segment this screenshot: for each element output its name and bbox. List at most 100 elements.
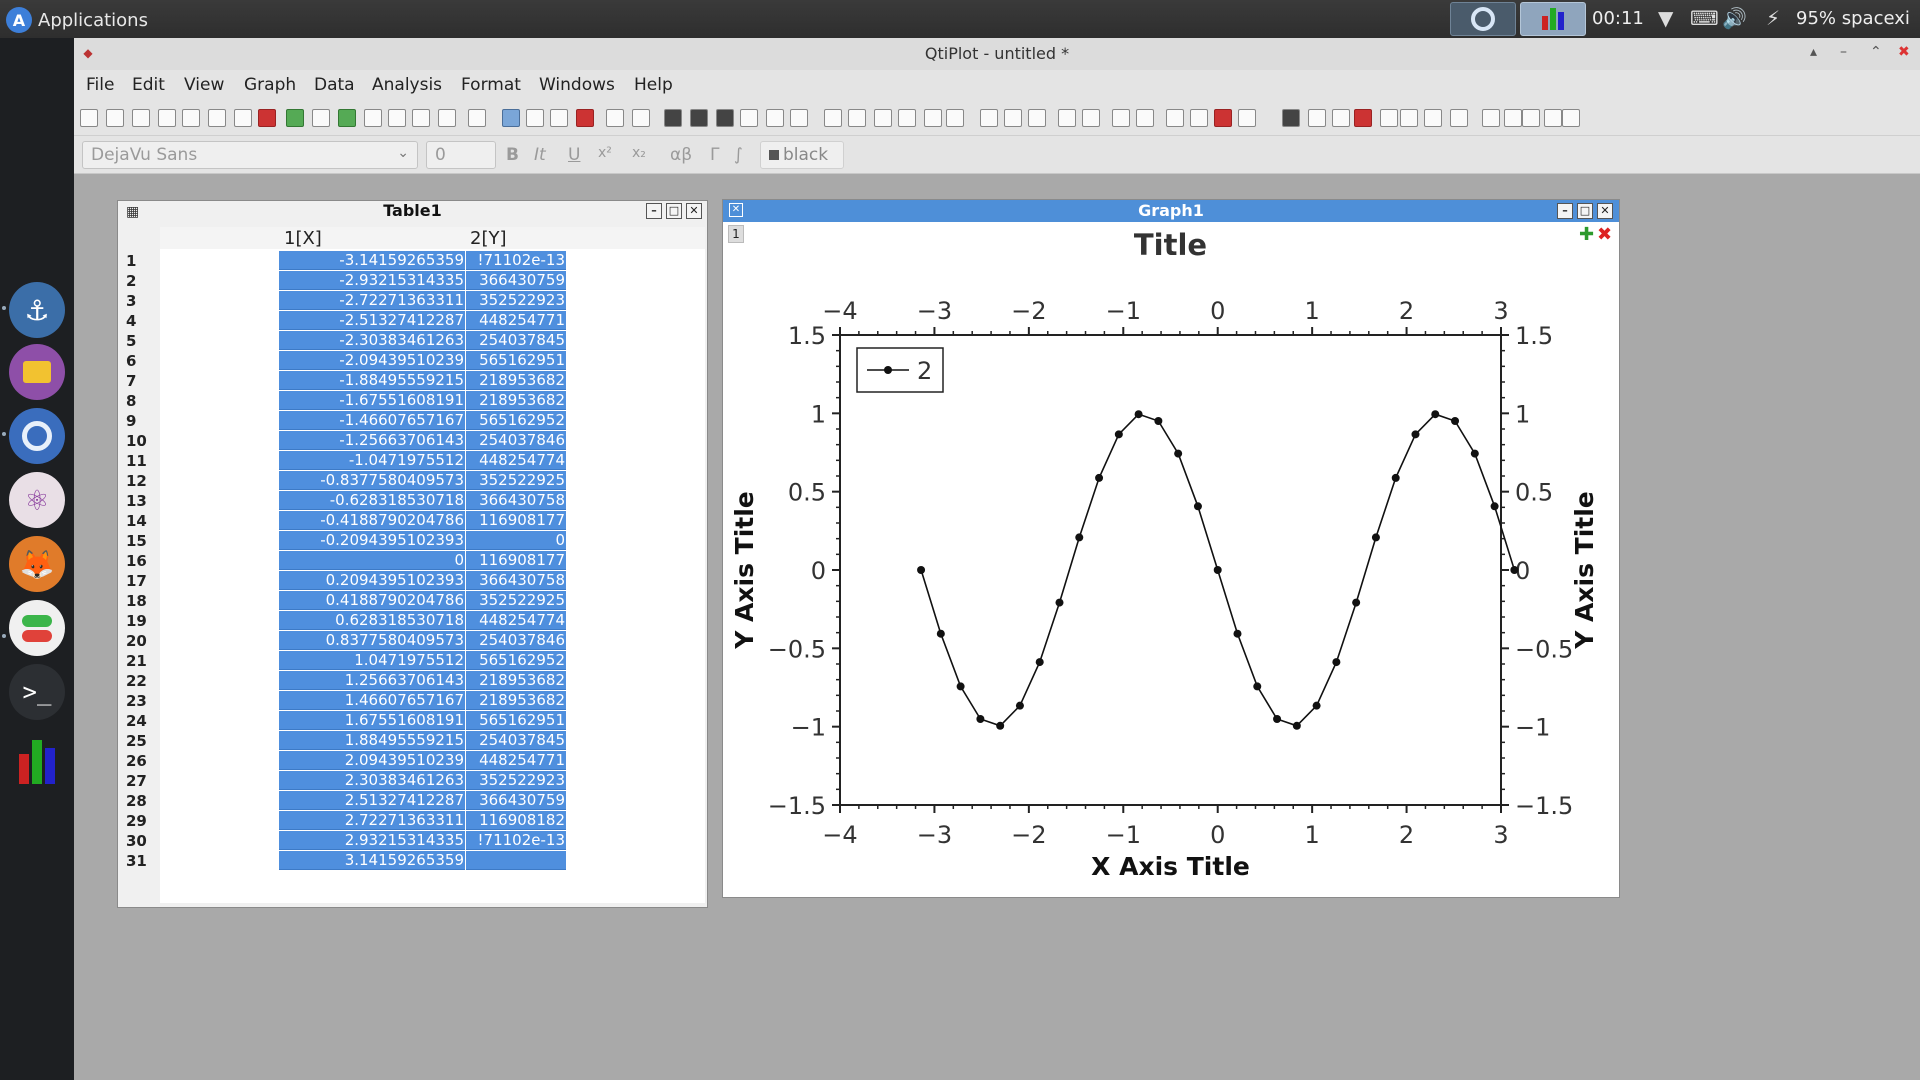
data-point[interactable] (1154, 416, 1163, 425)
table-cell-x[interactable]: 1.46607657167 (279, 691, 465, 710)
layer-1-button[interactable]: 1 (728, 225, 744, 243)
table-cell-y[interactable]: 366430759 (466, 791, 566, 810)
table-cell-x[interactable]: -2.93215314335 (279, 271, 465, 290)
zoom-in-data-icon[interactable] (848, 109, 866, 127)
dock-browser[interactable] (9, 408, 65, 464)
new-pdf-icon[interactable] (258, 109, 276, 127)
table-cell-y[interactable]: 116908182 (466, 811, 566, 830)
new-3d-plot-icon[interactable] (234, 109, 252, 127)
menu-analysis[interactable]: Analysis (372, 75, 443, 95)
table-cell-x[interactable]: -3.14159265359 (279, 251, 465, 270)
table-cell-y[interactable]: 218953682 (466, 371, 566, 390)
data-point[interactable] (1015, 701, 1024, 710)
graph-close-button[interactable]: ✕ (1597, 203, 1613, 219)
row-number[interactable]: 18 (126, 592, 147, 610)
scale-icon[interactable] (1082, 109, 1100, 127)
row-number[interactable]: 26 (126, 752, 147, 770)
show-info-icon[interactable] (1166, 109, 1184, 127)
import-image-icon[interactable] (388, 109, 406, 127)
new-matrix-icon[interactable] (132, 109, 150, 127)
data-point[interactable] (1035, 658, 1044, 667)
table-cell-y[interactable]: 352522925 (466, 591, 566, 610)
row-number[interactable]: 11 (126, 452, 147, 470)
row-number[interactable]: 6 (126, 352, 137, 370)
table-cell-x[interactable]: 0 (279, 551, 465, 570)
table-cell-x[interactable]: -1.0471975512 (279, 451, 465, 470)
show-results-log-icon[interactable] (502, 109, 520, 127)
table-cell-x[interactable]: 0.628318530718 (279, 611, 465, 630)
save-project-icon[interactable] (412, 109, 430, 127)
arrange-layers-icon[interactable] (1004, 109, 1022, 127)
data-range-icon[interactable] (1238, 109, 1256, 127)
volume-icon[interactable]: 🔊 (1722, 6, 1747, 30)
append-project-icon[interactable] (338, 109, 356, 127)
table-cell-x[interactable]: 1.88495559215 (279, 731, 465, 750)
new-note-icon[interactable] (158, 109, 176, 127)
row-number[interactable]: 20 (126, 632, 147, 650)
data-point[interactable] (1332, 658, 1341, 667)
table-cell-x[interactable]: -2.72271363311 (279, 291, 465, 310)
export-pdf-icon[interactable] (576, 109, 594, 127)
crosshair-icon[interactable] (1354, 109, 1372, 127)
row-number[interactable]: 9 (126, 412, 137, 430)
table-cell-y[interactable]: 0 (466, 531, 566, 550)
data-point[interactable] (1352, 598, 1361, 607)
arrow-tool-icon[interactable] (1504, 109, 1522, 127)
table-cell-x[interactable]: 1.67551608191 (279, 711, 465, 730)
row-number[interactable]: 23 (126, 692, 147, 710)
table-cell-y[interactable]: 352522925 (466, 471, 566, 490)
table-cell-y[interactable]: 448254774 (466, 451, 566, 470)
row-number[interactable]: 27 (126, 772, 147, 790)
data-point[interactable] (1312, 701, 1321, 710)
import-ascii-icon[interactable] (364, 109, 382, 127)
paste-icon[interactable] (766, 109, 784, 127)
data-point[interactable] (1510, 566, 1519, 574)
data-point[interactable] (996, 721, 1005, 730)
dock-atom[interactable]: ⚛ (9, 472, 65, 528)
table-cell-x[interactable]: -2.30383461263 (279, 331, 465, 350)
menu-file[interactable]: File (86, 75, 115, 95)
table-cell-y[interactable]: 448254771 (466, 751, 566, 770)
pointer-icon[interactable] (1282, 109, 1300, 127)
table-minimize-button[interactable]: – (646, 203, 662, 219)
data-point[interactable] (1411, 430, 1420, 439)
table-cell-x[interactable]: -1.46607657167 (279, 411, 465, 430)
print-preview-icon[interactable] (550, 109, 568, 127)
rescale-icon[interactable] (1058, 109, 1076, 127)
column-header-y[interactable]: 2[Y] (470, 228, 507, 249)
taskbar-browser-button[interactable] (1450, 2, 1516, 36)
dock-terminal[interactable]: >_ (9, 664, 65, 720)
table-cell-y[interactable]: 218953682 (466, 391, 566, 410)
row-number[interactable]: 29 (126, 812, 147, 830)
table-cell-x[interactable]: 2.51327412287 (279, 791, 465, 810)
table-cell-x[interactable]: -1.25663706143 (279, 431, 465, 450)
new-graph-icon[interactable] (182, 109, 200, 127)
table-cell-y[interactable] (466, 851, 566, 870)
row-number[interactable]: 2 (126, 272, 137, 290)
table-cell-x[interactable]: -0.8377580409573 (279, 471, 465, 490)
data-point[interactable] (1055, 598, 1064, 607)
table-cell-y[interactable]: 116908177 (466, 551, 566, 570)
row-number[interactable]: 22 (126, 672, 147, 690)
table-cell-y[interactable]: 366430758 (466, 491, 566, 510)
table-close-button[interactable]: ✕ (686, 203, 702, 219)
drag-range-icon[interactable] (1400, 109, 1418, 127)
menu-view[interactable]: View (184, 75, 225, 95)
show-table-icon[interactable] (632, 109, 650, 127)
table-cell-y[interactable]: 366430758 (466, 571, 566, 590)
table-cell-x[interactable]: 1.0471975512 (279, 651, 465, 670)
window-maximize-button[interactable]: ⌃ (1870, 44, 1882, 60)
wifi-icon[interactable]: ▼ (1658, 6, 1674, 30)
table-cell-y[interactable]: 254037845 (466, 331, 566, 350)
table-titlebar[interactable]: ▦ Table1 – □ ✕ (118, 201, 707, 221)
row-number[interactable]: 5 (126, 332, 137, 350)
battery-icon[interactable]: ⚡ (1766, 6, 1781, 30)
window-minimize-button[interactable]: – (1840, 44, 1847, 60)
table-cell-x[interactable]: -0.628318530718 (279, 491, 465, 510)
data-point[interactable] (1075, 533, 1084, 542)
table-cell-y[interactable]: 218953682 (466, 691, 566, 710)
data-point[interactable] (1371, 533, 1380, 542)
row-number[interactable]: 30 (126, 832, 147, 850)
table-cell-x[interactable]: 0.2094395102393 (279, 571, 465, 590)
clear-icon[interactable] (790, 109, 808, 127)
